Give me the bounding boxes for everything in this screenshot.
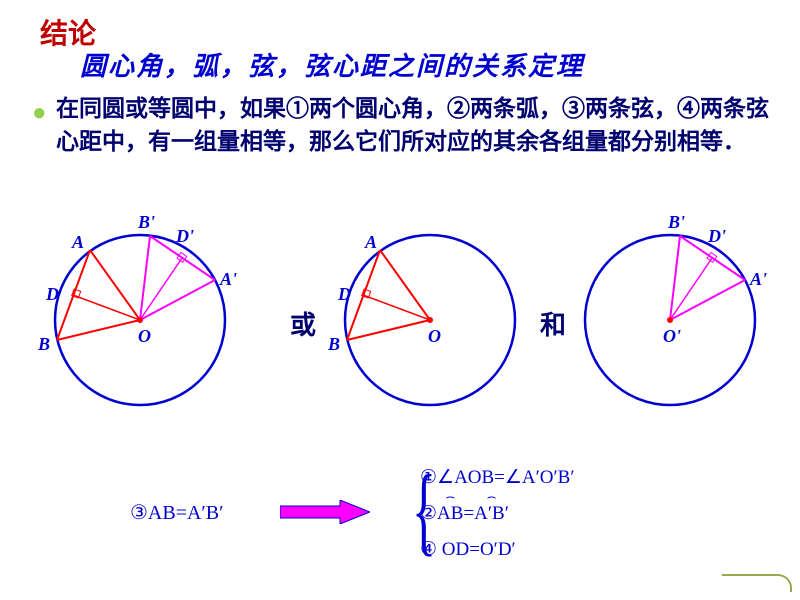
separator-and: 和: [540, 305, 566, 342]
circle-diagram-1: O A B D A' B' D': [10, 200, 270, 430]
bullet-char: ●: [32, 100, 47, 126]
implies-arrow-icon: [280, 500, 370, 524]
svg-text:B: B: [327, 334, 340, 354]
circle-diagram-3: O' A' B' D': [560, 200, 790, 430]
lhs-text: ③AB=A′B′: [130, 502, 224, 524]
svg-text:A': A': [749, 269, 767, 289]
svg-text:D': D': [175, 226, 194, 246]
separator-or: 或: [290, 305, 316, 342]
svg-text:D: D: [45, 284, 59, 304]
diagram-row: O A B D A' B' D' O A B D O' A' B' D' 或: [0, 200, 800, 430]
corner-decoration: [722, 574, 792, 592]
formula-lhs: ③AB=A′B′: [130, 500, 224, 525]
subtitle: 圆心角，弧，弦，弦心距之间的关系定理: [80, 46, 584, 83]
svg-text:A: A: [364, 232, 377, 252]
bullet-icon: ●: [32, 100, 47, 127]
svg-text:D': D': [707, 226, 726, 246]
svg-text:B': B': [667, 212, 685, 232]
formula-area: ③AB=A′B′ { ①∠AOB=∠A′O′B′ ②AB=A′B′ ④ OD=O…: [0, 460, 800, 590]
svg-text:A': A': [219, 269, 237, 289]
svg-text:O': O': [663, 326, 681, 346]
rhs-line-2: ②AB=A′B′: [420, 496, 575, 532]
theorem-text: 在同圆或等圆中，如果①两个圆心角，②两条弧，③两条弦，④两条弦心距中，有一组量相…: [56, 92, 776, 159]
subtitle-text: 圆心角，弧，弦，弦心距之间的关系定理: [80, 52, 584, 81]
theorem-content: 在同圆或等圆中，如果①两个圆心角，②两条弧，③两条弦，④两条弦心距中，有一组量相…: [56, 96, 769, 154]
rhs-line-3: ④ OD=O′D′: [420, 532, 575, 568]
svg-text:A: A: [71, 232, 84, 252]
svg-text:B': B': [137, 212, 155, 232]
circle-diagram-2: O A B D: [310, 200, 530, 430]
svg-text:O: O: [428, 326, 441, 346]
svg-text:O: O: [138, 326, 151, 346]
formula-rhs: ①∠AOB=∠A′O′B′ ②AB=A′B′ ④ OD=O′D′: [420, 460, 575, 568]
svg-text:D: D: [337, 284, 351, 304]
svg-text:B: B: [37, 334, 50, 354]
